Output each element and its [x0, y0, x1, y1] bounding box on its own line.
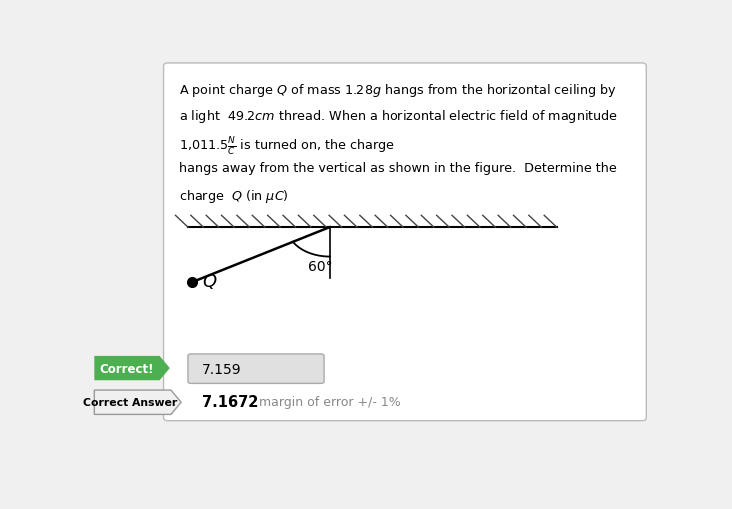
Text: 1,011.5$\frac{N}{C}$ is turned on, the charge: 1,011.5$\frac{N}{C}$ is turned on, the c… [179, 135, 395, 157]
Text: hangs away from the vertical as shown in the figure.  Determine the: hangs away from the vertical as shown in… [179, 161, 617, 175]
Text: 7.159: 7.159 [202, 362, 242, 376]
Text: margin of error +/- 1%: margin of error +/- 1% [259, 395, 400, 408]
Text: 7.1672: 7.1672 [202, 394, 258, 409]
Polygon shape [94, 390, 181, 415]
FancyBboxPatch shape [188, 354, 324, 384]
Text: Correct Answer: Correct Answer [83, 398, 177, 407]
Text: $Q$: $Q$ [203, 271, 218, 290]
Text: A point charge $Q$ of mass 1.28$g$ hangs from the horizontal ceiling by: A point charge $Q$ of mass 1.28$g$ hangs… [179, 81, 617, 98]
Text: 60°: 60° [308, 260, 333, 274]
Text: a light  49.2$cm$ thread. When a horizontal electric field of magnitude: a light 49.2$cm$ thread. When a horizont… [179, 108, 619, 125]
Polygon shape [94, 356, 170, 381]
Text: charge  $Q$ (in $\mu C$): charge $Q$ (in $\mu C$) [179, 188, 289, 205]
Text: Correct!: Correct! [100, 362, 154, 375]
FancyBboxPatch shape [163, 64, 646, 421]
